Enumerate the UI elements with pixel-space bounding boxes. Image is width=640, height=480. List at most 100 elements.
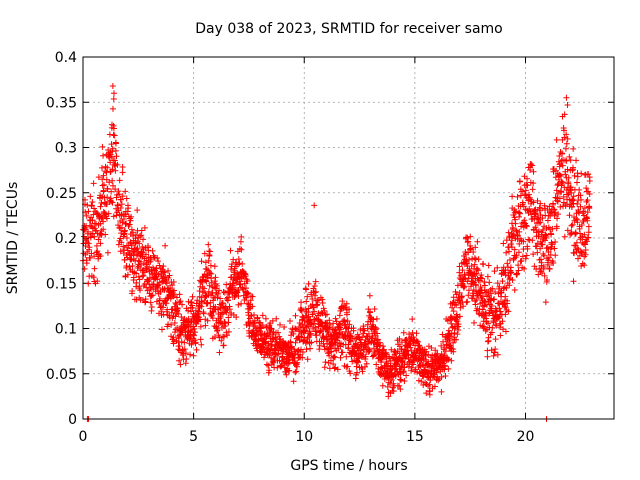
data-point	[197, 323, 204, 330]
data-point	[130, 274, 137, 281]
data-point	[534, 249, 541, 256]
data-point	[205, 257, 212, 264]
data-point	[544, 217, 551, 224]
data-point	[126, 221, 133, 228]
data-point	[134, 207, 141, 214]
data-point	[101, 194, 108, 201]
data-point	[188, 341, 195, 348]
data-point	[561, 233, 568, 240]
data-point	[172, 299, 179, 306]
data-point	[274, 364, 281, 371]
data-point	[565, 174, 572, 181]
data-point	[461, 271, 468, 278]
data-point	[137, 261, 144, 268]
data-point	[524, 175, 531, 182]
data-point	[568, 222, 575, 229]
data-point	[134, 245, 141, 252]
data-point	[458, 293, 465, 300]
data-point	[526, 205, 533, 212]
data-point	[180, 350, 187, 357]
data-point	[450, 346, 457, 353]
data-point	[111, 157, 118, 164]
data-point	[99, 143, 106, 150]
data-point	[108, 153, 115, 160]
data-point	[532, 224, 539, 231]
data-point	[148, 281, 155, 288]
data-point	[410, 361, 417, 368]
data-point	[504, 300, 511, 307]
data-point	[117, 196, 124, 203]
data-point	[510, 224, 517, 231]
data-point	[258, 325, 265, 332]
data-point	[509, 193, 516, 200]
data-point	[109, 145, 116, 152]
data-point	[203, 266, 210, 273]
data-point	[127, 217, 134, 224]
data-point	[423, 348, 430, 355]
data-point	[469, 255, 476, 262]
data-point	[569, 167, 576, 174]
data-point	[541, 237, 548, 244]
data-point	[82, 242, 89, 249]
data-point	[485, 334, 492, 341]
data-point	[492, 289, 499, 296]
data-point	[508, 237, 515, 244]
data-point	[277, 321, 284, 328]
data-point	[286, 367, 293, 374]
data-point	[401, 377, 408, 384]
data-point	[207, 270, 214, 277]
data-point	[560, 199, 567, 206]
data-point	[577, 196, 584, 203]
data-point	[128, 226, 135, 233]
data-point	[580, 208, 587, 215]
data-point	[585, 171, 592, 178]
data-point	[115, 222, 122, 229]
data-point	[524, 182, 531, 189]
data-point	[354, 369, 361, 376]
data-point	[558, 178, 565, 185]
data-point	[136, 276, 143, 283]
data-point	[361, 327, 368, 334]
data-point	[445, 356, 452, 363]
data-point	[94, 210, 101, 217]
data-point	[122, 188, 129, 195]
data-point	[217, 304, 224, 311]
data-point	[113, 194, 120, 201]
data-point	[299, 349, 306, 356]
data-point	[323, 311, 330, 318]
data-point	[207, 248, 214, 255]
data-point	[110, 125, 117, 132]
data-point	[248, 293, 255, 300]
data-point	[263, 324, 270, 331]
data-point	[400, 329, 407, 336]
data-point	[578, 222, 585, 229]
data-point	[103, 215, 110, 222]
data-point	[244, 277, 251, 284]
data-point	[514, 270, 521, 277]
data-point	[364, 333, 371, 340]
data-point	[165, 267, 172, 274]
data-point	[174, 305, 181, 312]
data-point	[496, 283, 503, 290]
data-point	[161, 269, 168, 276]
data-point	[553, 225, 560, 232]
data-point	[549, 225, 556, 232]
data-point	[322, 359, 329, 366]
data-point	[574, 173, 581, 180]
data-point	[268, 343, 275, 350]
data-point	[516, 228, 523, 235]
data-point	[502, 311, 509, 318]
data-point	[308, 339, 315, 346]
data-point	[311, 289, 318, 296]
data-point	[171, 287, 178, 294]
data-point	[460, 303, 467, 310]
data-point	[118, 224, 125, 231]
data-point	[397, 376, 404, 383]
data-point	[260, 343, 267, 350]
data-point	[112, 140, 119, 147]
data-point	[112, 167, 119, 174]
data-point	[471, 255, 478, 262]
data-point	[507, 264, 514, 271]
data-point	[585, 234, 592, 241]
data-point	[316, 346, 323, 353]
